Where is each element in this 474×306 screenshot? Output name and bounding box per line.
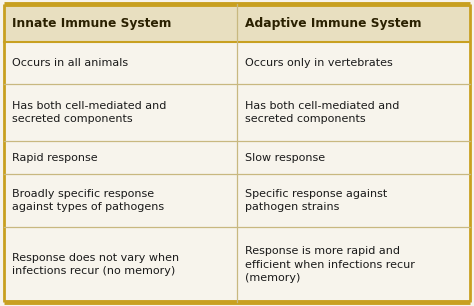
Text: Occurs only in vertebrates: Occurs only in vertebrates bbox=[245, 58, 393, 68]
Text: Has both cell-mediated and
secreted components: Has both cell-mediated and secreted comp… bbox=[245, 101, 400, 124]
Text: Slow response: Slow response bbox=[245, 153, 325, 163]
Text: Specific response against
pathogen strains: Specific response against pathogen strai… bbox=[245, 189, 387, 212]
Text: Rapid response: Rapid response bbox=[12, 153, 98, 163]
Text: Adaptive Immune System: Adaptive Immune System bbox=[245, 17, 421, 29]
Text: Broadly specific response
against types of pathogens: Broadly specific response against types … bbox=[12, 189, 164, 212]
Text: Occurs in all animals: Occurs in all animals bbox=[12, 58, 128, 68]
Text: Innate Immune System: Innate Immune System bbox=[12, 17, 172, 29]
Text: Response does not vary when
infections recur (no memory): Response does not vary when infections r… bbox=[12, 253, 179, 276]
Text: Response is more rapid and
efficient when infections recur
(memory): Response is more rapid and efficient whe… bbox=[245, 246, 415, 283]
Bar bbox=[4, 4, 470, 42]
Text: Has both cell-mediated and
secreted components: Has both cell-mediated and secreted comp… bbox=[12, 101, 166, 124]
